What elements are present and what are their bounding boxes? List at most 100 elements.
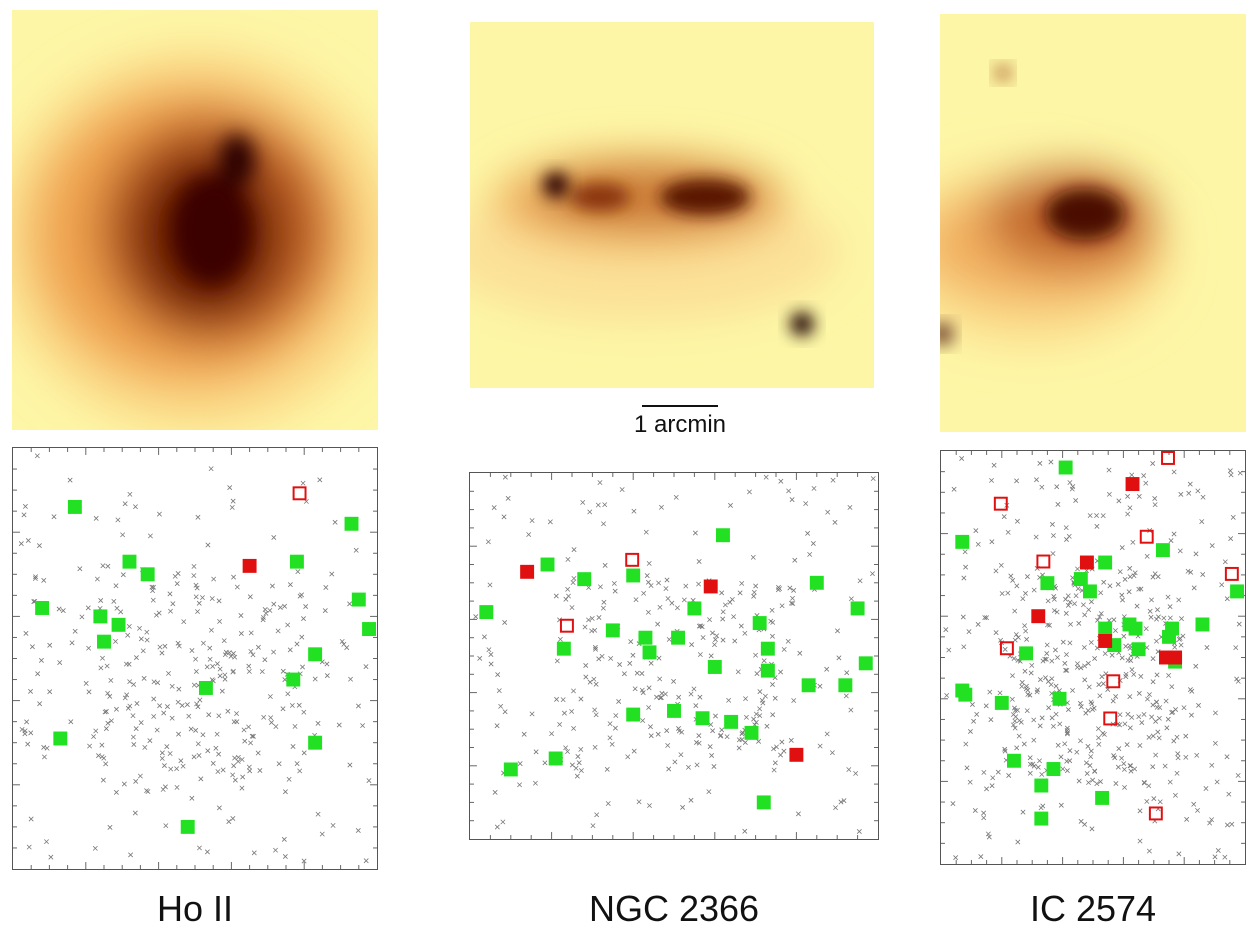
source-cross <box>592 707 598 713</box>
source-cross <box>1055 501 1061 507</box>
source-cross <box>604 766 610 772</box>
source-cross <box>105 563 111 569</box>
source-cross <box>676 726 681 731</box>
source-cross <box>711 764 717 769</box>
green-marker <box>53 731 68 746</box>
source-cross <box>943 627 949 633</box>
source-cross <box>193 656 199 662</box>
source-cross <box>193 727 199 733</box>
source-cross <box>1177 635 1183 641</box>
source-cross <box>1029 662 1035 668</box>
source-cross <box>1163 698 1169 704</box>
source-cross <box>674 605 680 611</box>
source-cross <box>1020 596 1026 602</box>
source-cross <box>692 530 698 536</box>
source-cross <box>235 754 241 760</box>
source-cross <box>273 847 278 853</box>
source-cross <box>1141 779 1147 785</box>
source-cross <box>1087 513 1093 519</box>
source-cross <box>739 731 745 737</box>
source-cross <box>217 673 223 679</box>
green-marker <box>707 660 722 674</box>
source-cross <box>1188 569 1194 575</box>
source-cross <box>707 744 713 750</box>
source-cross <box>971 718 977 724</box>
source-cross <box>127 703 133 709</box>
source-cross <box>77 566 83 572</box>
source-cross <box>159 750 165 756</box>
source-cross <box>1204 645 1210 650</box>
source-cross <box>1138 673 1144 679</box>
source-cross <box>1074 664 1080 670</box>
source-cross <box>1193 551 1199 557</box>
source-cross <box>154 727 160 733</box>
source-cross <box>1181 705 1187 711</box>
source-cross <box>151 696 157 702</box>
source-cross <box>999 591 1005 597</box>
source-cross <box>150 588 156 594</box>
source-cross <box>1122 576 1128 582</box>
source-cross <box>576 760 582 766</box>
source-cross <box>225 708 231 714</box>
source-cross <box>619 487 625 493</box>
source-cross <box>1067 599 1073 605</box>
source-cross <box>601 599 607 605</box>
source-cross <box>1117 569 1123 575</box>
source-cross <box>554 658 560 664</box>
source-cross <box>1183 754 1189 760</box>
green-marker <box>1046 762 1061 776</box>
source-cross <box>547 519 553 525</box>
source-cross <box>753 711 759 717</box>
source-cross <box>268 715 274 721</box>
source-cross <box>1189 688 1195 694</box>
source-cross <box>646 685 652 691</box>
source-cross <box>1043 656 1049 662</box>
source-cross <box>1038 805 1044 811</box>
source-cross <box>658 695 664 701</box>
source-cross <box>817 743 823 749</box>
source-cross <box>779 739 785 745</box>
source-cross <box>1120 597 1125 603</box>
source-cross <box>1037 723 1043 729</box>
source-cross <box>735 669 741 675</box>
source-cross <box>207 645 213 651</box>
source-cross <box>1191 801 1197 807</box>
green-marker <box>715 528 730 543</box>
source-cross <box>1196 702 1201 708</box>
source-cross <box>262 607 268 612</box>
source-cross <box>756 738 762 744</box>
source-cross <box>857 578 863 584</box>
source-cross <box>1149 714 1155 720</box>
source-cross <box>754 671 760 677</box>
source-cross <box>294 641 300 647</box>
source-cross <box>1034 477 1039 483</box>
source-cross <box>1176 851 1182 857</box>
source-cross <box>19 726 25 732</box>
source-cross <box>553 593 559 599</box>
source-cross <box>646 560 652 566</box>
source-cross <box>1172 792 1178 798</box>
source-cross <box>251 733 256 739</box>
source-cross <box>103 761 109 767</box>
source-cross <box>778 752 784 758</box>
source-cross <box>1097 614 1103 620</box>
red-open-marker <box>1139 529 1154 544</box>
source-cross <box>122 695 128 701</box>
source-cross <box>599 653 605 659</box>
source-cross <box>167 591 173 597</box>
source-cross <box>1146 734 1152 740</box>
source-cross <box>981 810 987 816</box>
source-cross <box>549 731 555 737</box>
source-cross <box>300 664 305 670</box>
source-cross <box>1037 460 1043 466</box>
source-cross <box>128 852 134 858</box>
source-cross <box>1113 628 1118 634</box>
ho-ii-image <box>12 10 378 430</box>
source-cross <box>176 731 182 737</box>
ngc-2366-label: NGC 2366 <box>588 888 760 929</box>
source-cross <box>1033 534 1039 540</box>
source-cross <box>161 710 167 716</box>
source-cross <box>1094 781 1100 787</box>
source-cross <box>824 731 830 737</box>
source-cross <box>1109 652 1115 658</box>
